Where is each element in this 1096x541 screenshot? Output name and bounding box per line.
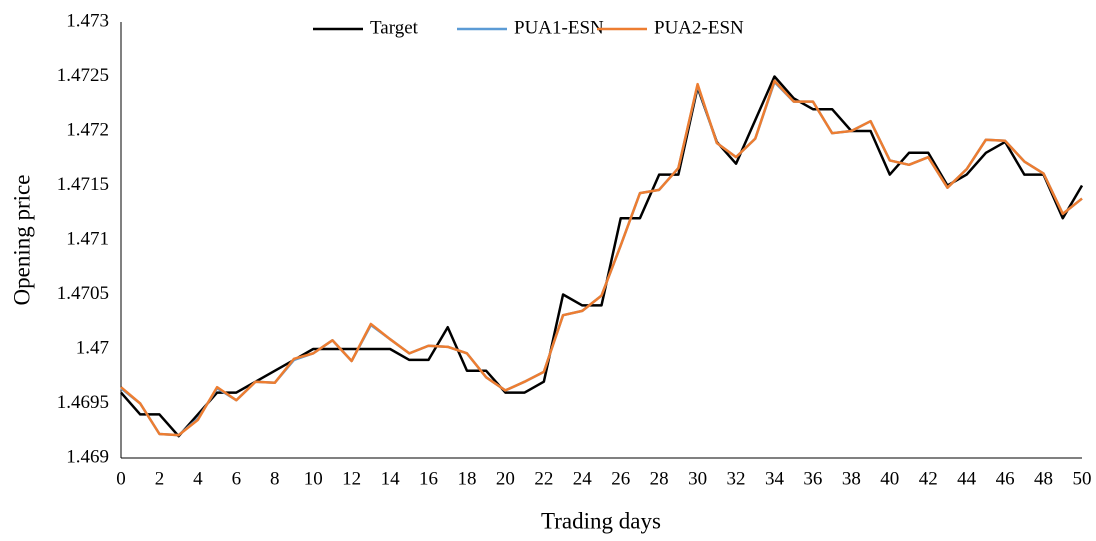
x-tick-label: 4	[193, 468, 203, 489]
x-tick-label: 20	[496, 468, 515, 489]
legend-label: PUA1-ESN	[514, 17, 604, 38]
x-tick-label: 28	[650, 468, 669, 489]
y-axis-title: Opening price	[9, 175, 34, 306]
x-tick-label: 38	[842, 468, 861, 489]
series-line	[120, 75, 1084, 438]
x-tick-label: 22	[534, 468, 553, 489]
x-tick-label: 12	[342, 468, 361, 489]
x-tick-label: 36	[803, 468, 822, 489]
x-tick-label: 50	[1073, 468, 1092, 489]
x-tick-label: 8	[270, 468, 280, 489]
x-tick-label: 40	[880, 468, 899, 489]
x-axis-title: Trading days	[541, 508, 661, 533]
x-tick-label: 24	[573, 468, 593, 489]
x-tick-label: 34	[765, 468, 785, 489]
x-tick-label: 26	[611, 468, 630, 489]
x-tick-label: 2	[155, 468, 165, 489]
legend-label: PUA2-ESN	[654, 17, 744, 38]
y-tick-label: 1.4705	[57, 283, 109, 304]
y-tick-label: 1.471	[66, 228, 109, 249]
series-line	[120, 79, 1083, 437]
x-tick-label: 48	[1034, 468, 1053, 489]
x-tick-label: 42	[919, 468, 938, 489]
y-tick-label: 1.473	[66, 10, 109, 31]
y-tick-label: 1.4725	[57, 65, 109, 86]
x-tick-label: 32	[727, 468, 746, 489]
x-tick-label: 46	[996, 468, 1015, 489]
x-tick-label: 6	[232, 468, 242, 489]
x-tick-label: 16	[419, 468, 438, 489]
x-tick-label: 30	[688, 468, 707, 489]
y-tick-label: 1.4695	[57, 392, 109, 413]
legend-label: Target	[370, 17, 419, 38]
y-tick-label: 1.47	[76, 337, 109, 358]
x-tick-label: 10	[304, 468, 323, 489]
x-tick-label: 0	[116, 468, 126, 489]
x-tick-label: 44	[957, 468, 977, 489]
y-tick-label: 1.469	[66, 446, 109, 467]
x-tick-label: 14	[381, 468, 401, 489]
x-tick-label: 18	[457, 468, 476, 489]
y-tick-label: 1.4715	[57, 174, 109, 195]
y-tick-label: 1.472	[66, 119, 109, 140]
